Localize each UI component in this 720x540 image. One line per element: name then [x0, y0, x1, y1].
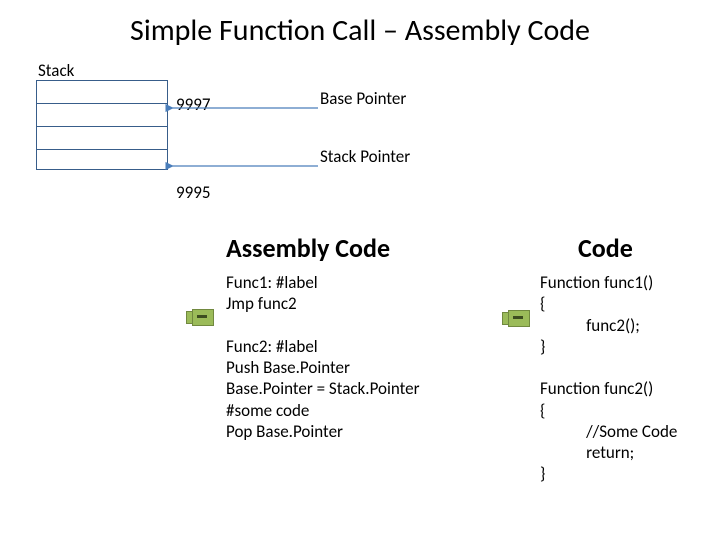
stack-row	[37, 127, 167, 150]
program-counter-icon	[502, 310, 528, 325]
assembly-heading: Assembly Code	[226, 232, 390, 264]
c-code-block: Function func1() { func2(); } Function f…	[540, 272, 677, 485]
assembly-code-block: Func1: #label Jmp func2 Func2: #label Pu…	[226, 272, 420, 442]
base-pointer-label: Base Pointer	[320, 88, 406, 109]
stack-address-top: 9997	[176, 94, 210, 115]
code-heading: Code	[578, 232, 633, 264]
stack-row	[37, 104, 167, 127]
stack-label: Stack	[38, 60, 74, 81]
slide-title: Simple Function Call – Assembly Code	[0, 12, 720, 49]
stack-pointer-label: Stack Pointer	[320, 146, 410, 167]
stack-address-bottom: 9995	[176, 182, 210, 203]
program-counter-icon	[186, 309, 212, 324]
stack-row	[37, 81, 167, 104]
stack-row	[37, 150, 167, 172]
stack-box	[36, 80, 168, 170]
